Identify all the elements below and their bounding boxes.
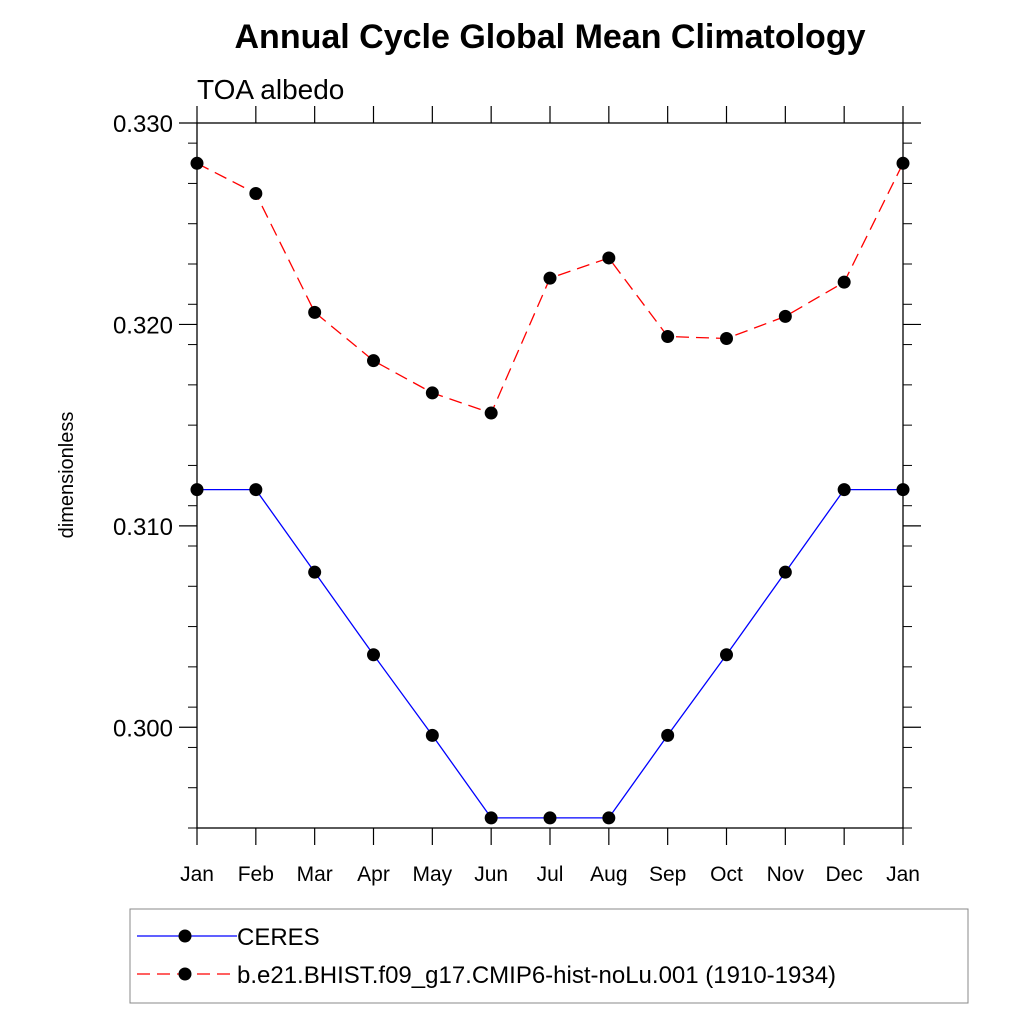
data-point (190, 156, 204, 170)
plot-frame (196, 122, 904, 829)
y-tick-label: 0.310 (113, 514, 173, 541)
x-tick-label: Jan (886, 863, 920, 886)
x-tick-label: Jan (180, 863, 214, 886)
data-point (367, 354, 380, 368)
x-tick-label: Feb (238, 863, 274, 886)
x-tick-label: Sep (649, 863, 686, 886)
data-point (190, 483, 204, 497)
series-line (197, 488, 903, 819)
data-point (896, 156, 910, 170)
y-axis-label: dimensionless (56, 412, 78, 539)
x-tick-label: May (412, 863, 452, 886)
x-tick-label: Apr (357, 863, 390, 886)
data-point (308, 305, 322, 319)
data-point (778, 309, 792, 323)
data-point (425, 728, 439, 742)
series-1 (190, 483, 910, 825)
data-point (543, 811, 557, 825)
legend-box (129, 908, 969, 1004)
data-point (425, 386, 439, 400)
data-point (602, 811, 616, 825)
legend-label: b.e21.BHIST.f09_g17.CMIP6-hist-noLu.001 … (237, 962, 836, 989)
data-point (778, 565, 792, 579)
x-tick-label: Mar (297, 863, 333, 886)
x-tick-label: Jul (537, 863, 564, 886)
data-point (602, 251, 616, 265)
x-tick-label: Oct (710, 863, 743, 886)
data-point (308, 565, 322, 579)
data-point (896, 483, 910, 497)
data-point (249, 187, 263, 200)
legend: CERES b.e21.BHIST.f09_g17.CMIP6-hist-noLu… (129, 908, 969, 1004)
x-tick-label: Jun (474, 863, 508, 886)
chart-title: Annual Cycle Global Mean Climatology (235, 18, 866, 56)
data-point (661, 728, 675, 742)
x-tick-label: Aug (590, 863, 627, 886)
y-tick-label: 0.320 (113, 312, 173, 339)
data-point (837, 483, 851, 497)
y-tick-label: 0.300 (113, 715, 173, 742)
legend-swatch-marker (178, 929, 192, 943)
data-point (661, 330, 675, 344)
legend-item: CERES (137, 924, 320, 951)
data-point (543, 271, 557, 285)
data-point (720, 648, 733, 662)
data-point (720, 332, 733, 346)
x-tick-label: Nov (767, 863, 805, 886)
series-2 (190, 156, 910, 420)
data-point (837, 275, 851, 289)
legend-item: b.e21.BHIST.f09_g17.CMIP6-hist-noLu.001 … (137, 962, 836, 989)
y-tick-label: 0.330 (113, 111, 173, 138)
axes: 0.300 0.310 0.320 0.330 Jan Feb Mar Apr May Jun Ju… (113, 106, 921, 886)
x-tick-label: Dec (825, 863, 862, 886)
legend-swatch-marker (178, 967, 192, 981)
plot-series (190, 156, 910, 825)
data-point (484, 406, 498, 420)
data-point (249, 483, 263, 497)
legend-label: CERES (237, 924, 320, 951)
chart-subtitle: TOA albedo (197, 74, 344, 105)
series-line (196, 162, 904, 414)
data-point (367, 648, 380, 662)
data-point (484, 811, 498, 825)
